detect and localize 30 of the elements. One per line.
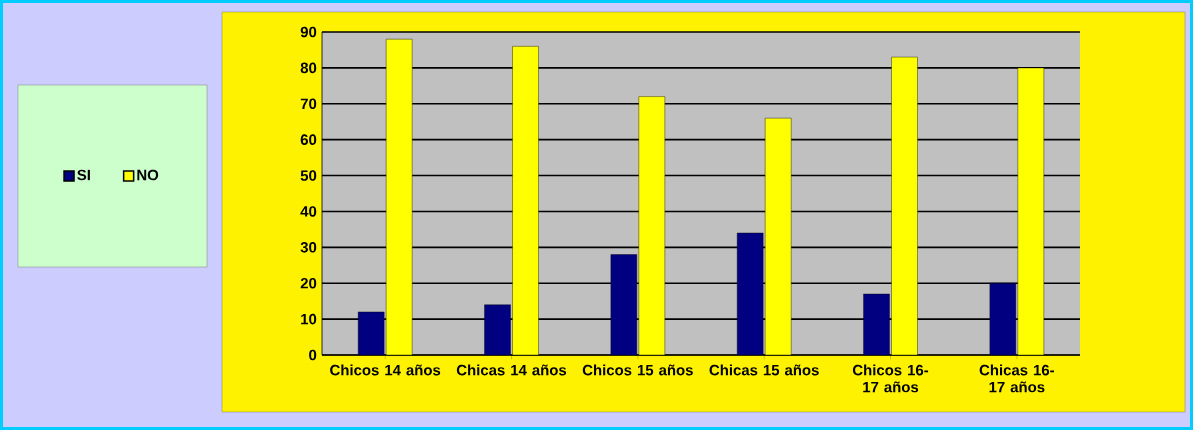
y-tick-label: 10 — [301, 313, 317, 325]
x-tick-label: Chicos 16-17 años — [852, 364, 929, 393]
bar — [512, 46, 539, 355]
bar — [385, 38, 413, 355]
y-tick-label: 90 — [300, 26, 317, 38]
bar — [989, 283, 1017, 355]
bar — [638, 96, 666, 355]
y-tick-label: 60 — [300, 134, 317, 145]
y-tick-label: 80 — [300, 62, 317, 74]
bar — [891, 56, 918, 355]
bar — [863, 293, 890, 355]
x-tick-label: Chicas 14 años — [456, 364, 567, 376]
x-tick-label: Chicas 15 años — [709, 364, 819, 376]
bar — [610, 254, 638, 355]
y-tick-label: 20 — [300, 277, 317, 289]
bar — [357, 311, 385, 355]
y-tick-label: 50 — [300, 170, 317, 181]
y-tick-label: 0 — [309, 349, 317, 361]
legend-label: NO — [137, 169, 159, 181]
legend-label: SI — [77, 169, 90, 181]
x-tick-label: Chicos 14 años — [330, 364, 441, 376]
bar — [1017, 67, 1045, 355]
x-tick-label: Chicos 15 años — [582, 364, 693, 376]
y-tick-label: 70 — [300, 98, 317, 110]
bar — [484, 304, 511, 355]
y-tick-label: 40 — [300, 206, 317, 217]
x-tick-label: Chicas 16-17 años — [979, 364, 1055, 393]
bar — [764, 117, 792, 355]
y-tick-label: 30 — [300, 242, 317, 253]
bar — [736, 232, 764, 355]
